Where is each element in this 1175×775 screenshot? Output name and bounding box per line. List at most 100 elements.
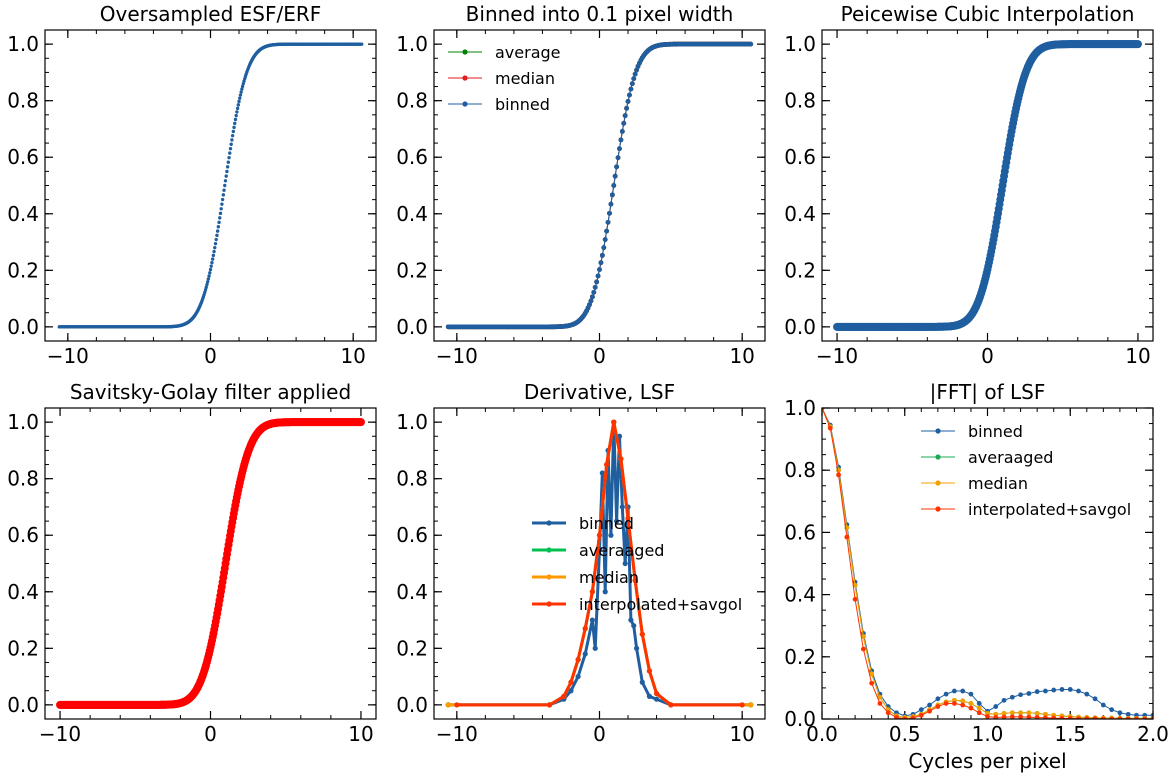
data-point	[226, 160, 231, 164]
series-interpolated-savgol	[454, 419, 745, 708]
data-point	[631, 76, 637, 82]
x-tick-label: 0	[593, 722, 606, 746]
y-tick-label: 0.2	[784, 258, 816, 282]
series-line	[448, 43, 751, 328]
series-1	[56, 418, 365, 709]
data-point	[968, 701, 974, 706]
legend-marker	[546, 520, 552, 526]
data-point	[952, 701, 957, 706]
plot-area	[445, 419, 754, 708]
y-tick-label: 1.0	[7, 410, 39, 434]
data-point	[234, 113, 238, 118]
y-tick-label: 0.8	[7, 89, 39, 113]
data-point	[646, 668, 653, 674]
legend-label: interpolated+savgol	[968, 500, 1131, 519]
y-tick-label: 0.0	[7, 693, 39, 717]
data-point	[1051, 715, 1057, 719]
data-point	[1125, 711, 1131, 717]
legend-marker	[462, 49, 468, 55]
legend-marker	[935, 454, 941, 460]
data-point	[614, 518, 620, 524]
y-tick-label: 0.8	[7, 467, 39, 491]
data-point	[621, 120, 627, 126]
data-point	[927, 708, 932, 714]
data-point	[1043, 711, 1048, 717]
data-point	[1043, 688, 1048, 694]
data-point	[624, 105, 630, 111]
legend-marker	[546, 574, 552, 580]
data-point	[216, 225, 221, 229]
data-point	[454, 702, 460, 708]
data-point	[235, 110, 239, 114]
data-point	[209, 264, 213, 268]
data-point	[239, 90, 243, 94]
x-tick-label: 0	[593, 344, 606, 368]
data-point	[217, 220, 221, 225]
data-point	[960, 702, 966, 708]
data-point	[204, 285, 208, 290]
data-point	[575, 657, 581, 663]
x-tick-label: 2.0	[1137, 722, 1169, 746]
data-point	[225, 165, 230, 169]
data-point	[836, 472, 841, 478]
data-point	[589, 294, 595, 300]
data-point	[237, 99, 241, 104]
data-point	[1009, 694, 1015, 700]
x-tick-label: 10	[340, 344, 365, 368]
data-point	[220, 197, 225, 202]
axes-frame	[821, 29, 1154, 342]
legend-label: averaaged	[579, 541, 664, 560]
x-tick-label: 1.0	[972, 722, 1004, 746]
data-point	[592, 284, 598, 290]
data-point	[628, 86, 634, 92]
data-point	[869, 671, 875, 677]
data-point	[568, 688, 574, 694]
data-point	[639, 679, 645, 685]
data-point	[213, 241, 218, 246]
y-tick-label: 0.6	[784, 520, 816, 544]
ticks	[434, 29, 765, 342]
data-point	[860, 646, 866, 652]
data-point	[619, 504, 625, 510]
data-point	[215, 233, 219, 238]
data-point	[1001, 714, 1007, 719]
data-point	[985, 714, 990, 719]
data-point	[568, 679, 574, 685]
data-point	[668, 702, 674, 708]
axes-frame	[821, 407, 1154, 720]
y-tick-label: 0.6	[396, 523, 428, 547]
series-line	[456, 421, 743, 707]
series-1	[57, 42, 364, 329]
data-point	[230, 138, 234, 142]
data-point	[205, 282, 209, 287]
y-tick-label: 0.2	[7, 636, 39, 660]
legend-label: binned	[495, 95, 550, 114]
data-point	[445, 702, 451, 708]
data-point	[608, 532, 614, 538]
data-point	[952, 688, 957, 694]
legend-marker	[935, 506, 941, 512]
series-1	[833, 40, 1142, 331]
legend-label: binned	[968, 422, 1023, 441]
axes-frame	[44, 407, 377, 720]
series-line	[448, 422, 751, 707]
y-tick-label: 0.4	[7, 202, 39, 226]
data-point	[587, 302, 592, 308]
data-point	[609, 192, 615, 198]
plot-area	[56, 418, 365, 709]
data-point	[231, 129, 236, 134]
data-point	[632, 71, 638, 77]
data-point	[968, 705, 974, 711]
y-tick-label: 0.8	[396, 89, 428, 113]
x-tick-label: −10	[39, 722, 81, 746]
data-point	[976, 701, 982, 706]
data-point	[976, 710, 982, 716]
legend: binned averaaged median interpolated+savgol	[532, 514, 742, 614]
y-tick-label: 0.0	[784, 315, 816, 339]
x-tick-label: 10	[1125, 344, 1150, 368]
chart-title: |FFT| of LSF	[930, 380, 1046, 404]
data-point	[1026, 714, 1032, 719]
x-tick-label: 0.0	[806, 722, 838, 746]
data-point	[205, 280, 210, 284]
y-tick-label: 1.0	[784, 396, 816, 420]
